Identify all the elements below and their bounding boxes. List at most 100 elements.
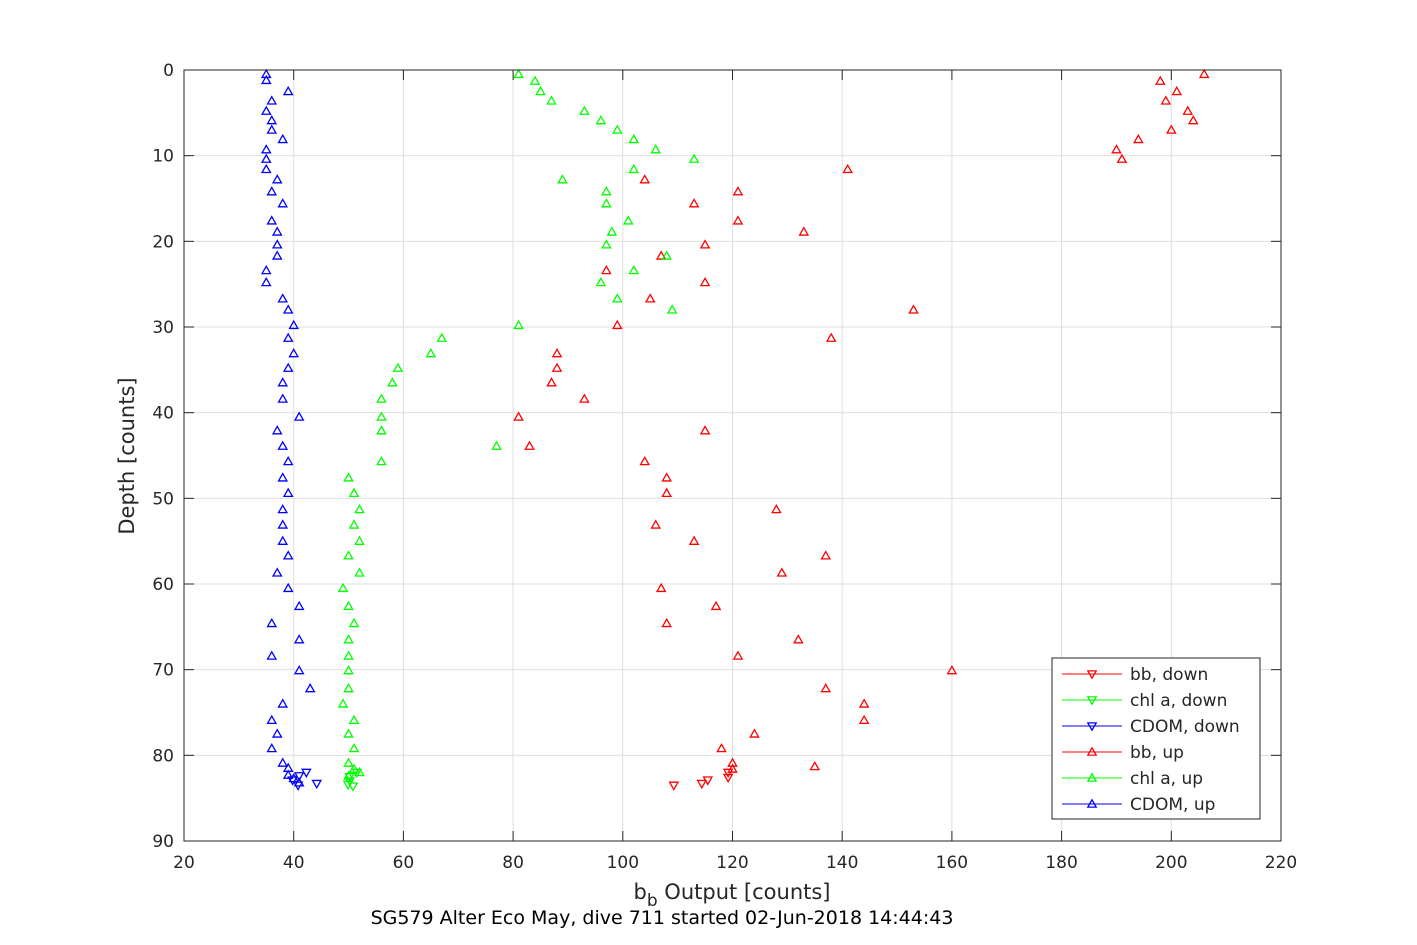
data-point xyxy=(732,650,744,660)
x-tick-label: 140 xyxy=(826,853,858,873)
x-tick-label: 20 xyxy=(173,853,195,873)
data-point xyxy=(611,319,623,330)
data-point xyxy=(710,600,722,611)
data-point xyxy=(271,567,283,577)
data-point xyxy=(792,634,804,644)
data-point xyxy=(354,535,365,545)
data-point xyxy=(348,763,360,773)
data-point xyxy=(343,634,354,644)
data-point xyxy=(668,781,680,791)
data-point xyxy=(513,319,524,330)
data-point xyxy=(266,617,278,628)
data-point xyxy=(293,600,305,611)
x-tick-label: 180 xyxy=(1045,853,1077,873)
data-point xyxy=(1171,85,1183,96)
data-point xyxy=(343,683,354,693)
data-point xyxy=(293,772,305,782)
data-point xyxy=(271,425,283,435)
data-point xyxy=(688,535,700,545)
data-point xyxy=(601,264,612,275)
data-point xyxy=(277,393,289,403)
data-point xyxy=(551,348,563,358)
data-point xyxy=(661,617,673,628)
data-point xyxy=(722,773,734,784)
data-point xyxy=(337,582,349,593)
data-point xyxy=(266,186,278,196)
legend-entry: bb, up xyxy=(1130,743,1184,763)
data-point xyxy=(535,85,546,96)
data-point xyxy=(557,174,568,184)
data-point xyxy=(655,250,667,260)
data-point xyxy=(266,714,278,725)
data-point xyxy=(529,75,541,85)
data-point xyxy=(277,519,289,529)
data-point xyxy=(354,766,365,777)
y-axis-ticks: 0 10 20 30 40 50 60 70 80 90 xyxy=(152,61,1281,852)
data-point xyxy=(606,226,618,236)
data-point xyxy=(699,239,711,249)
data-point xyxy=(282,487,294,497)
data-point xyxy=(277,133,289,144)
data-point xyxy=(266,124,278,134)
data-point xyxy=(551,362,563,372)
data-point xyxy=(1187,115,1199,125)
data-point xyxy=(282,455,294,466)
legend-entry: CDOM, down xyxy=(1130,717,1240,737)
data-point xyxy=(1160,95,1172,105)
y-tick-label: 40 xyxy=(152,404,174,424)
data-point xyxy=(293,411,305,421)
data-point xyxy=(343,770,354,780)
data-point xyxy=(579,393,590,403)
data-point xyxy=(611,293,623,303)
data-point xyxy=(628,264,640,275)
data-point xyxy=(628,163,640,174)
data-point xyxy=(1182,105,1194,115)
legend-entry: chl a, up xyxy=(1130,769,1203,789)
data-point xyxy=(732,215,744,225)
y-axis-label: Depth [counts] xyxy=(115,377,139,534)
data-point xyxy=(260,74,272,85)
data-point xyxy=(354,567,365,577)
x-axis-label-rest: Output [counts] xyxy=(658,880,831,904)
data-point xyxy=(343,472,354,482)
data-point xyxy=(343,650,354,660)
data-point xyxy=(1116,153,1128,163)
x-tick-label: 160 xyxy=(936,853,968,873)
data-point xyxy=(260,276,272,287)
data-point xyxy=(858,714,870,725)
legend-marker xyxy=(1086,746,1098,756)
data-point xyxy=(282,304,294,314)
data-point xyxy=(579,105,590,115)
legend-entry: CDOM, up xyxy=(1130,795,1215,815)
x-tick-label: 60 xyxy=(393,853,415,873)
data-point xyxy=(282,550,294,560)
data-point xyxy=(1155,75,1166,85)
data-point xyxy=(1111,144,1122,154)
data-point xyxy=(611,124,623,134)
data-point xyxy=(595,276,607,287)
data-point xyxy=(601,186,612,196)
data-point xyxy=(688,198,700,208)
data-point xyxy=(436,332,448,342)
y-tick-label: 10 xyxy=(152,147,174,167)
data-point xyxy=(722,768,734,778)
y-tick-label: 70 xyxy=(152,661,174,681)
series-4 xyxy=(337,68,700,780)
data-point xyxy=(376,393,387,403)
data-point xyxy=(387,377,398,387)
data-point xyxy=(809,760,821,771)
data-point xyxy=(300,768,312,778)
data-point xyxy=(293,665,305,675)
data-point xyxy=(820,683,832,693)
series-5 xyxy=(260,68,316,787)
legend-marker xyxy=(1086,798,1098,808)
data-point xyxy=(260,144,272,154)
data-point xyxy=(601,239,612,249)
chart-caption: SG579 Alter Eco May, dive 711 started 02… xyxy=(371,907,954,929)
data-point xyxy=(271,226,283,236)
data-point xyxy=(266,215,278,225)
data-point xyxy=(266,115,278,125)
data-point xyxy=(271,728,283,738)
legend-entry: bb, down xyxy=(1130,665,1208,685)
